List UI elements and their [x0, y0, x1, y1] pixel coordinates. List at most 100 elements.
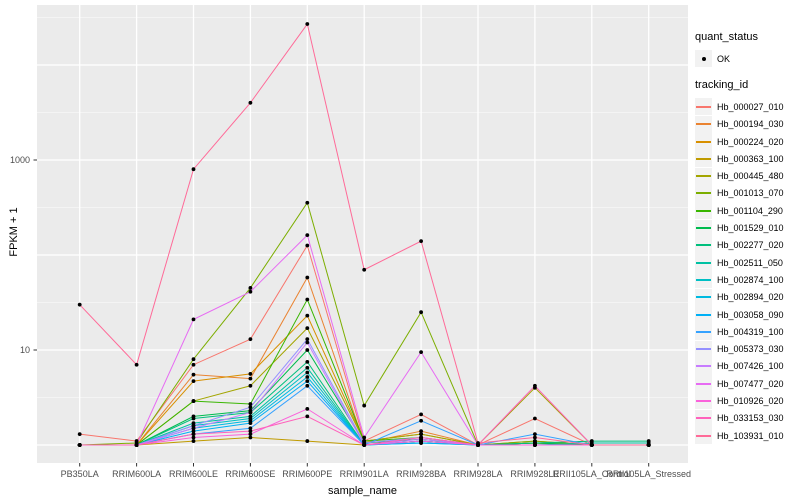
- data-point: [77, 432, 82, 437]
- data-point: [248, 286, 253, 290]
- data-point: [362, 403, 367, 408]
- series-color-swatch: [696, 105, 711, 108]
- legend-item-tracking: Hb_103931_010: [695, 427, 799, 445]
- legend-item-label: Hb_003058_090: [717, 309, 784, 320]
- series-color-swatch: [696, 348, 711, 351]
- data-point: [533, 383, 537, 388]
- series-color-swatch: [696, 365, 711, 368]
- x-tick-label: RRIM600LA: [112, 469, 161, 479]
- data-point: [533, 443, 537, 447]
- data-point: [248, 405, 253, 410]
- x-tick-label: RRIM928BA: [396, 469, 446, 479]
- x-tick-label: RRII105LA_Stressed: [606, 469, 691, 479]
- data-point: [305, 370, 310, 375]
- data-point: [191, 432, 196, 437]
- legend-key-box: [695, 150, 712, 168]
- data-point: [362, 443, 367, 447]
- series-color-swatch: [696, 140, 711, 143]
- data-point: [305, 200, 310, 205]
- legend-key-box: [695, 375, 712, 393]
- series-color-swatch: [696, 192, 711, 195]
- data-point: [362, 435, 367, 440]
- data-point: [305, 326, 310, 331]
- legend-item-quant-ok: OK: [695, 50, 799, 68]
- series-color-swatch: [696, 296, 711, 299]
- legend-tracking-id: tracking_id Hb_000027_010 Hb_000194_030 Hb…: [695, 79, 799, 445]
- data-point: [305, 375, 310, 379]
- legend-key-box: [695, 357, 712, 375]
- data-point: [419, 418, 423, 423]
- x-tick-label: RRIM928LE: [510, 469, 559, 479]
- legend-item-label: Hb_002874_100: [717, 274, 784, 285]
- legend-title-quant-status: quant_status: [695, 31, 758, 43]
- legend-key-box: [695, 271, 712, 289]
- legend-key-box: [695, 306, 712, 323]
- series-color-swatch: [696, 261, 711, 264]
- legend-item-label: Hb_002511_050: [717, 257, 783, 268]
- legend-item-tracking: Hb_001529_010: [695, 219, 799, 237]
- data-point: [248, 435, 253, 440]
- data-point: [533, 435, 537, 440]
- data-point: [419, 350, 423, 355]
- series-color-swatch: [696, 123, 711, 126]
- data-point: [305, 348, 310, 352]
- data-point: [77, 443, 82, 447]
- legend-key-box: [695, 323, 712, 341]
- data-point: [248, 410, 253, 415]
- legend-item-tracking: Hb_000224_020: [695, 133, 799, 151]
- legend-item-label: Hb_001013_070: [717, 188, 784, 199]
- data-point: [248, 100, 253, 105]
- series-color-swatch: [696, 399, 711, 402]
- legend-key-box: [695, 409, 712, 427]
- legend-item-label: Hb_010926_020: [717, 395, 784, 406]
- series-color-swatch: [696, 157, 711, 160]
- legend-item-label: Hb_000445_480: [717, 171, 784, 182]
- legend-item-tracking: Hb_000194_030: [695, 115, 799, 133]
- legend-key-box: [695, 427, 712, 445]
- legend-key-box: [695, 50, 712, 68]
- legend-item-tracking: Hb_007426_100: [695, 357, 799, 375]
- legend-key-box: [695, 98, 712, 116]
- data-point: [191, 357, 196, 362]
- data-point: [248, 372, 253, 376]
- data-point: [533, 432, 537, 437]
- x-axis-title: sample_name: [327, 485, 398, 497]
- series-color-swatch: [696, 244, 711, 247]
- data-point: [248, 429, 253, 434]
- data-point: [191, 317, 196, 322]
- legend-item-label: Hb_005373_030: [717, 344, 784, 355]
- legend-item-label: Hb_007477_020: [717, 378, 784, 389]
- legend-item-label: Hb_033153_030: [717, 413, 784, 424]
- x-tick-label: RRIM600PE: [282, 469, 332, 479]
- data-point: [248, 402, 253, 406]
- data-point: [419, 435, 423, 440]
- data-point: [646, 443, 651, 447]
- legend-item-tracking: Hb_007477_020: [695, 375, 799, 393]
- x-tick-label: RRIM901LA: [340, 469, 389, 479]
- data-point: [305, 379, 310, 384]
- data-point: [191, 379, 196, 384]
- legend-tracking-items: Hb_000027_010 Hb_000194_030 Hb_000224_020 H…: [695, 98, 799, 445]
- legend-item-tracking: Hb_001104_290: [695, 202, 799, 220]
- data-point: [533, 416, 537, 421]
- data-point: [248, 383, 253, 388]
- data-point: [305, 439, 310, 443]
- legend-item-label: Hb_007426_100: [717, 361, 784, 372]
- legend-title-tracking-id: tracking_id: [695, 79, 749, 92]
- series-color-swatch: [696, 434, 711, 437]
- data-point: [248, 289, 253, 294]
- legend-item-label: Hb_001529_010: [717, 223, 784, 234]
- data-point: [589, 443, 594, 447]
- data-point: [191, 426, 196, 431]
- data-point: [305, 406, 310, 411]
- data-point: [419, 412, 423, 417]
- legend-key-box: [695, 202, 712, 220]
- x-tick-label: PB350LA: [61, 469, 99, 479]
- data-point: [419, 432, 423, 437]
- data-point: [419, 310, 423, 315]
- legend-item-label: Hb_000363_100: [717, 153, 784, 164]
- data-point: [134, 362, 139, 367]
- legend-key-box: [695, 219, 712, 237]
- data-point: [191, 429, 196, 434]
